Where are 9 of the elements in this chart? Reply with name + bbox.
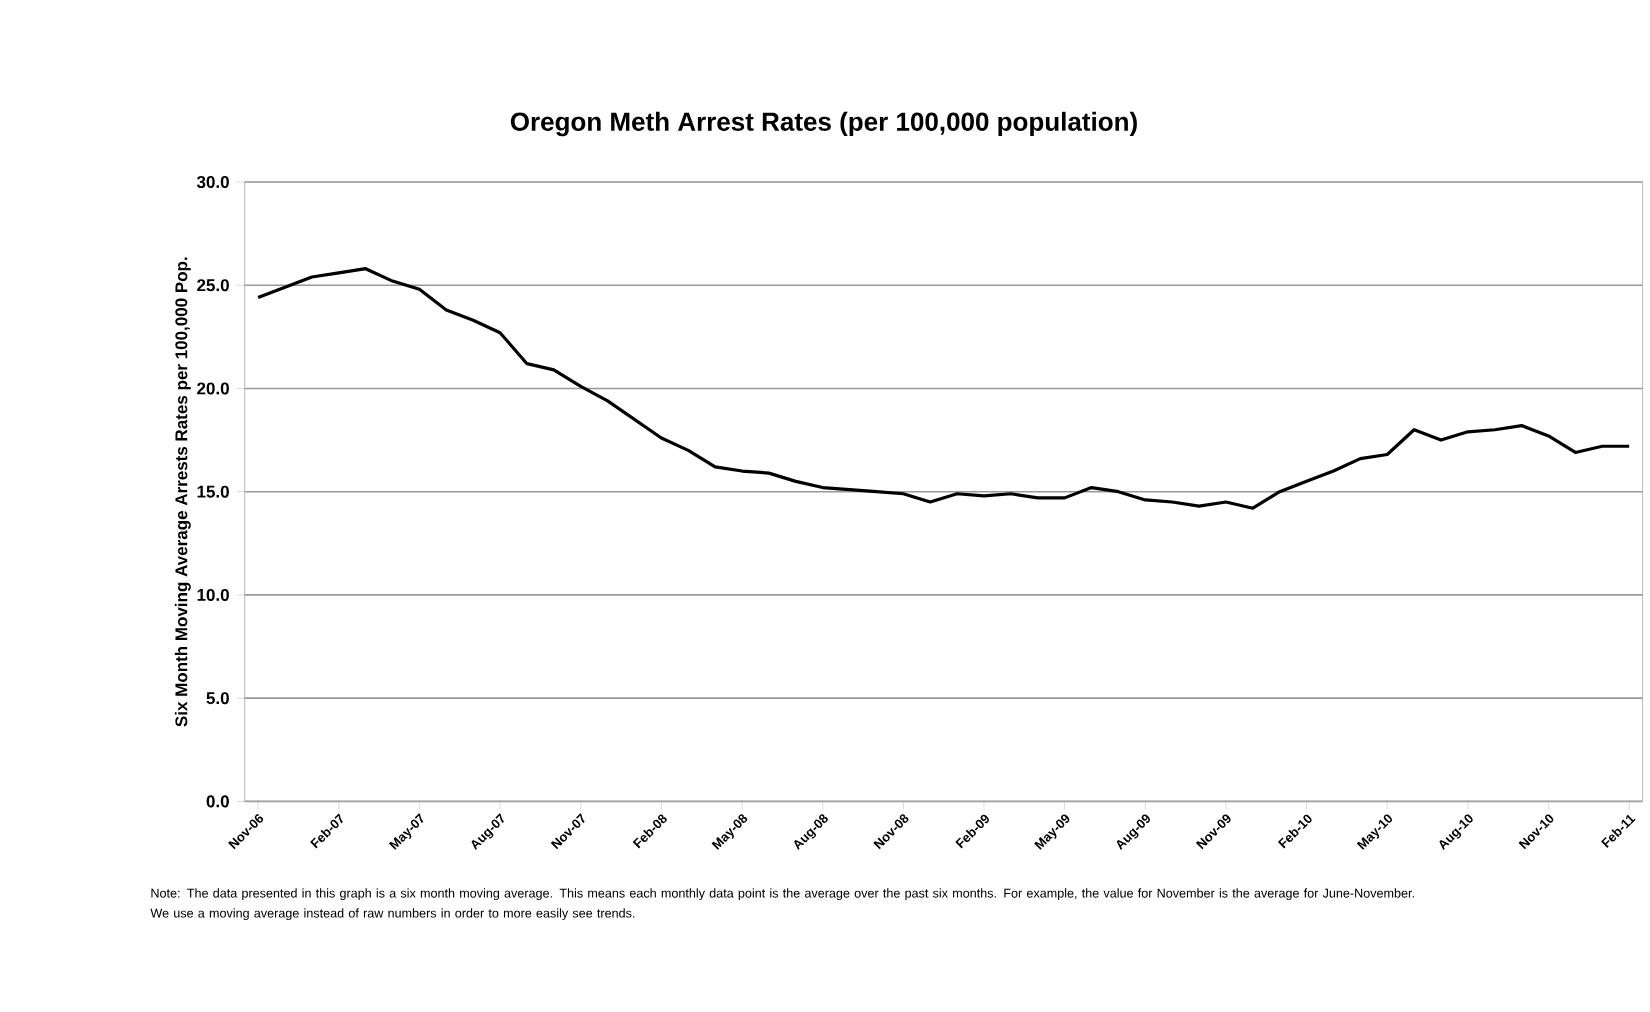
y-tick-label: 15.0 bbox=[197, 485, 229, 498]
chart-title: Oregon Meth Arrest Rates (per 100,000 population) bbox=[510, 111, 1137, 137]
y-tick-label: 10.0 bbox=[197, 588, 229, 601]
y-tick-label: 20.0 bbox=[197, 382, 229, 395]
y-tick-label: 30.0 bbox=[196, 175, 229, 189]
y-axis-title: Six Month Moving Average Arrests Rates per 100,000 Pop. bbox=[174, 257, 191, 727]
y-tick-label: 0.0 bbox=[206, 795, 229, 808]
y-tick-label: 5.0 bbox=[206, 692, 229, 705]
y-tick-label: 25.0 bbox=[197, 279, 229, 292]
